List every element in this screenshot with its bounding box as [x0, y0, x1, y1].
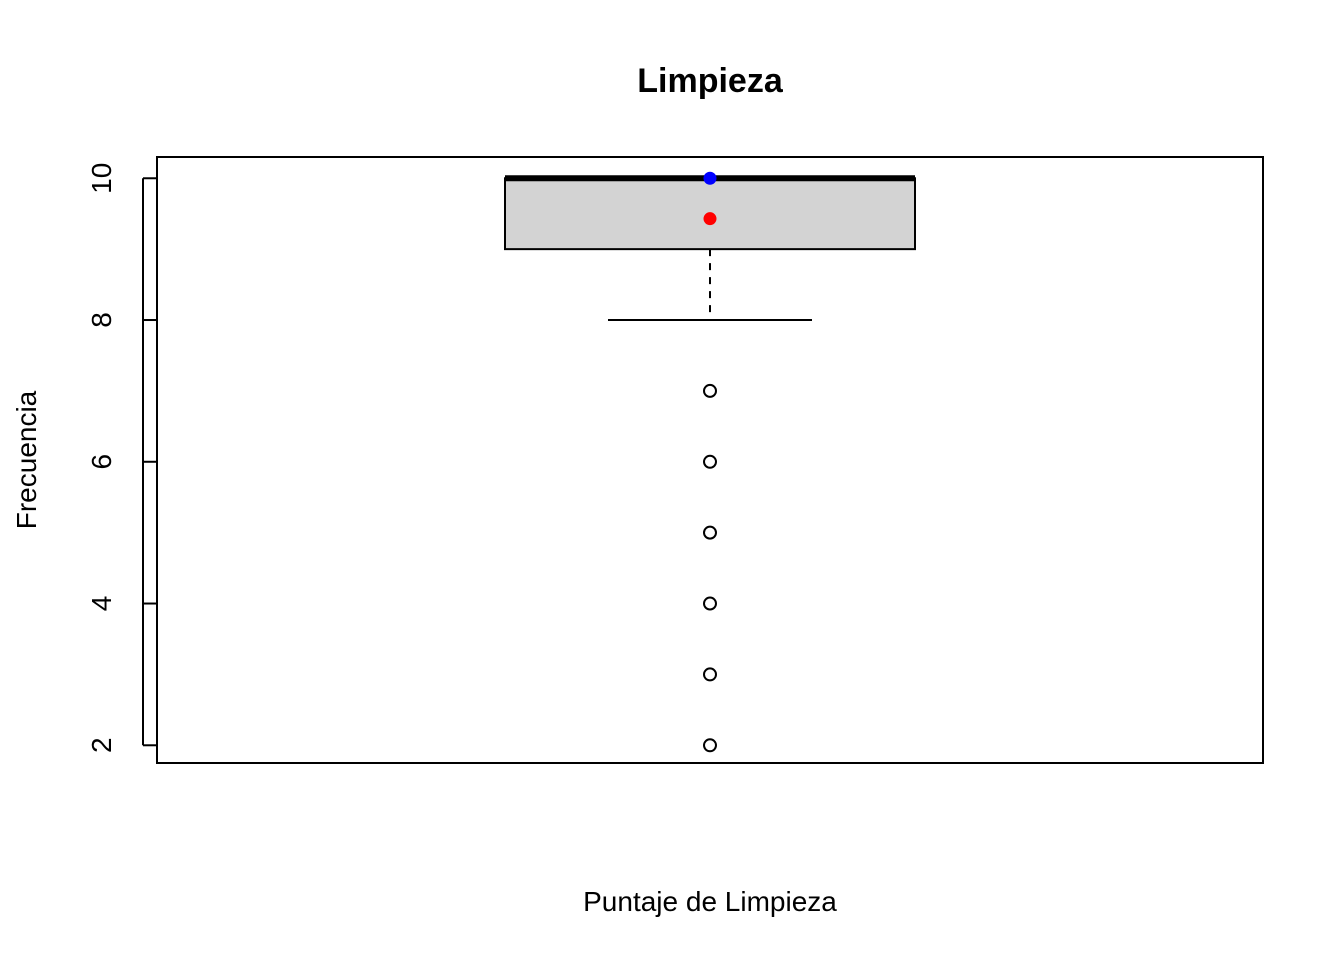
chart-marks: [504, 171, 916, 753]
outlier-point: [703, 383, 717, 398]
chart-title: Limpieza: [637, 62, 784, 100]
y-tick-label: 8: [86, 312, 117, 328]
y-tick-label: 2: [86, 737, 117, 753]
outlier-point: [703, 454, 717, 469]
y-axis-label: Frecuencia: [11, 390, 42, 529]
y-axis: 2 4 6 8 10: [86, 163, 157, 753]
y-tick-label: 4: [86, 596, 117, 612]
outlier-point: [703, 525, 717, 540]
outlier-point: [703, 738, 717, 753]
outlier-point: [703, 667, 717, 682]
highlight-point: [703, 171, 717, 185]
outlier-point: [703, 596, 717, 611]
y-tick-label: 10: [86, 163, 117, 194]
y-tick-label: 6: [86, 454, 117, 470]
x-axis-label: Puntaje de Limpieza: [583, 886, 837, 917]
plot-frame: [156, 156, 1264, 764]
highlight-point: [703, 212, 717, 226]
